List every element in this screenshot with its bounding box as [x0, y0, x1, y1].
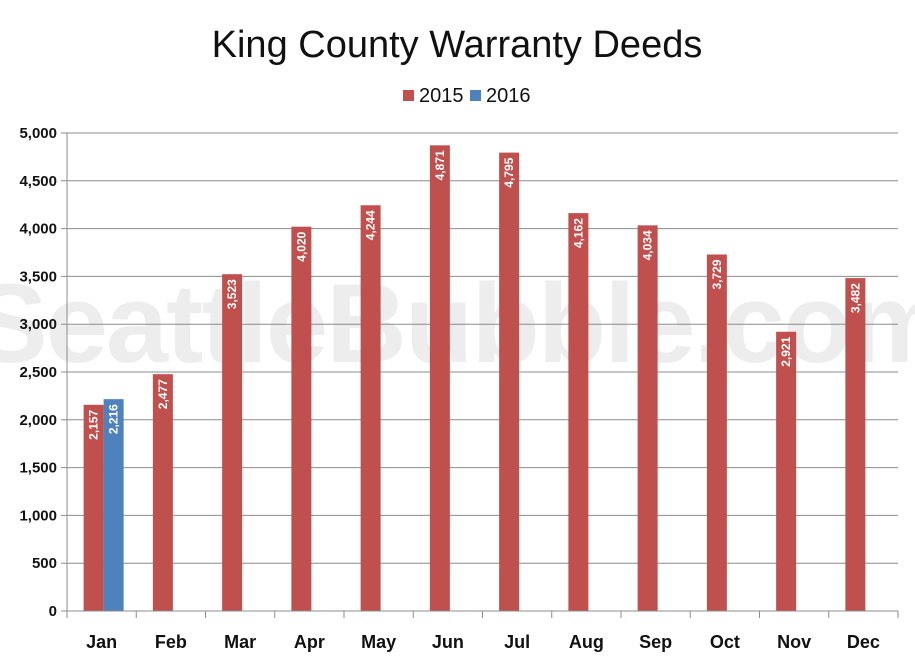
- x-tick-label: May: [361, 632, 396, 652]
- data-label-2015-jul: 4,795: [502, 157, 516, 187]
- watermark: SeattleBubble.com: [0, 261, 915, 386]
- data-label-2015-sep: 4,034: [641, 230, 655, 260]
- y-tick-label: 5,000: [19, 125, 57, 142]
- y-tick-label: 0: [49, 603, 57, 620]
- legend-label-2015: 2015: [419, 85, 464, 107]
- data-label-2015-mar: 3,523: [225, 279, 239, 309]
- bar-2015-nov: [776, 331, 797, 611]
- x-tick-label: Jul: [504, 632, 530, 652]
- legend: 2015 2016: [403, 85, 531, 107]
- data-label-2015-feb: 2,477: [156, 379, 170, 409]
- bar-2015-may: [360, 205, 381, 611]
- data-label-2015-may: 4,244: [364, 210, 378, 240]
- bar-2015-mar: [222, 274, 243, 611]
- x-tick-label: Feb: [155, 632, 187, 652]
- x-tick-label: Mar: [224, 632, 256, 652]
- y-tick-label: 1,000: [19, 507, 57, 524]
- x-tick-label: Jan: [86, 632, 117, 652]
- data-label-2015-dec: 3,482: [848, 283, 862, 313]
- bar-2015-apr: [291, 226, 312, 612]
- legend-label-2016: 2016: [486, 85, 531, 107]
- chart-title: King County Warranty Deeds: [212, 24, 703, 66]
- bar-2015-sep: [637, 225, 658, 611]
- y-axis: 0 500 1,000 1,500 2,000 2,500 3,000 3,500 4,000 4…: [19, 125, 67, 620]
- y-tick-label: 4,500: [19, 173, 57, 190]
- y-tick-label: 3,500: [19, 268, 57, 285]
- data-label-2015-jun: 4,871: [433, 150, 447, 180]
- x-axis: Jan Feb Mar Apr May Jun Jul Aug Sep Oct Nov Dec: [66, 611, 899, 652]
- bar-2015-feb: [152, 374, 173, 611]
- bar-2015-oct: [706, 254, 727, 611]
- bar-2015-dec: [845, 278, 866, 611]
- data-label-2015-apr: 4,020: [294, 231, 308, 261]
- y-tick-label: 500: [32, 555, 57, 572]
- bar-2016-jan: [103, 399, 124, 611]
- bar-2015-jul: [499, 152, 520, 611]
- x-tick-label: Oct: [710, 632, 740, 652]
- x-tick-label: Apr: [294, 632, 325, 652]
- bars: 2,157 2,216 2,477 3,523 4,020 4,244 4,871 4,795…: [83, 145, 866, 612]
- y-tick-label: 2,500: [19, 364, 57, 381]
- bar-2015-jun: [429, 145, 450, 611]
- y-tick-label: 4,000: [19, 221, 57, 238]
- data-label-2015-jan: 2,157: [87, 409, 101, 439]
- data-label-2016-jan: 2,216: [107, 404, 121, 434]
- legend-swatch-2016: [470, 90, 481, 101]
- data-label-2015-nov: 2,921: [779, 336, 793, 366]
- x-tick-label: Sep: [639, 632, 672, 652]
- x-tick-label: Aug: [569, 632, 604, 652]
- data-label-2015-oct: 3,729: [710, 259, 724, 289]
- bar-2015-jan: [83, 404, 104, 611]
- bar-2015-aug: [568, 213, 589, 611]
- y-tick-label: 1,500: [19, 460, 57, 477]
- x-tick-label: Dec: [847, 632, 880, 652]
- y-tick-label: 2,000: [19, 412, 57, 429]
- y-tick-label: 3,000: [19, 316, 57, 333]
- legend-swatch-2015: [403, 90, 414, 101]
- watermark-text: SeattleBubble.com: [0, 261, 915, 386]
- x-tick-label: Nov: [777, 632, 811, 652]
- x-tick-label: Jun: [432, 632, 464, 652]
- data-label-2015-aug: 4,162: [571, 218, 585, 248]
- gridlines: [67, 132, 898, 564]
